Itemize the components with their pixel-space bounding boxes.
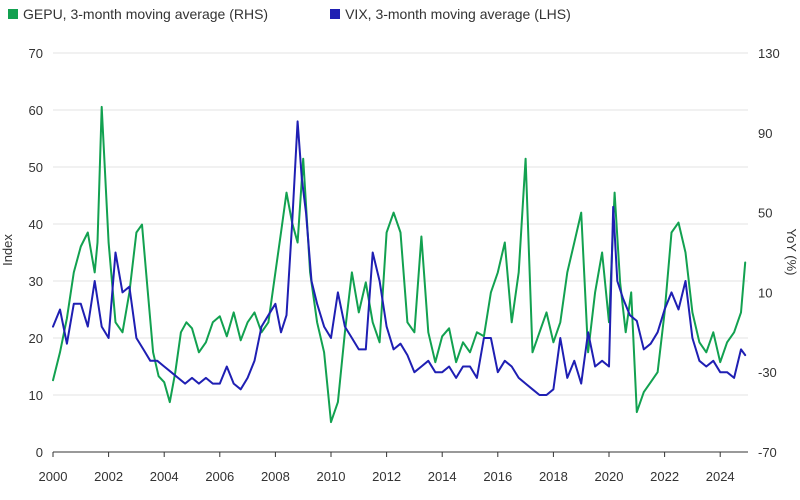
x-tick-label: 2016: [483, 469, 512, 484]
y-tick-label-left: 30: [29, 274, 43, 289]
x-tick-label: 2006: [205, 469, 234, 484]
y-tick-label-right: 10: [758, 285, 772, 300]
y-tick-label-right: -70: [758, 445, 777, 460]
gepu-line: [52, 105, 747, 424]
axes: 0 10 20 30 40 50 60 70 -70 -30 10 50 90 130 2000 2002 20…: [29, 46, 780, 484]
x-tick-label: 2020: [595, 469, 624, 484]
legend-item-vix: VIX, 3-month moving average (LHS): [330, 6, 571, 22]
legend-swatch-gepu: [8, 9, 18, 19]
x-tick-label: 2018: [539, 469, 568, 484]
x-tick-label: 2010: [317, 469, 346, 484]
y-tick-label-right: 90: [758, 126, 772, 141]
x-tick-label: 2014: [428, 469, 457, 484]
y-tick-label-left: 20: [29, 331, 43, 346]
y-tick-label-left: 70: [29, 46, 43, 61]
x-tick-label: 2004: [150, 469, 179, 484]
series-lines: [52, 105, 747, 424]
y-axis-title-right: YoY (%): [784, 229, 799, 276]
y-tick-label-left: 50: [29, 160, 43, 175]
y-tick-label-left: 0: [36, 445, 43, 460]
legend-swatch-vix: [330, 9, 341, 19]
y-tick-label-left: 40: [29, 217, 43, 232]
legend: GEPU, 3-month moving average (RHS) VIX, …: [8, 6, 571, 22]
x-tick-label: 2000: [39, 469, 68, 484]
legend-item-gepu: GEPU, 3-month moving average (RHS): [8, 6, 268, 22]
y-tick-label-left: 60: [29, 103, 43, 118]
legend-label-vix: VIX, 3-month moving average (LHS): [345, 6, 571, 22]
y-tick-label-right: 50: [758, 206, 772, 221]
x-tick-label: 2022: [650, 469, 679, 484]
x-tick-label: 2012: [372, 469, 401, 484]
y-tick-label-right: 130: [758, 46, 780, 61]
x-tick-label: 2024: [706, 469, 735, 484]
y-tick-label-right: -30: [758, 365, 777, 380]
y-axis-title-left: Index: [0, 234, 15, 266]
x-tick-label: 2002: [94, 469, 123, 484]
legend-label-gepu: GEPU, 3-month moving average (RHS): [23, 6, 269, 22]
y-tick-label-left: 10: [29, 388, 43, 403]
x-tick-label: 2008: [261, 469, 290, 484]
vix-line: [52, 120, 747, 396]
